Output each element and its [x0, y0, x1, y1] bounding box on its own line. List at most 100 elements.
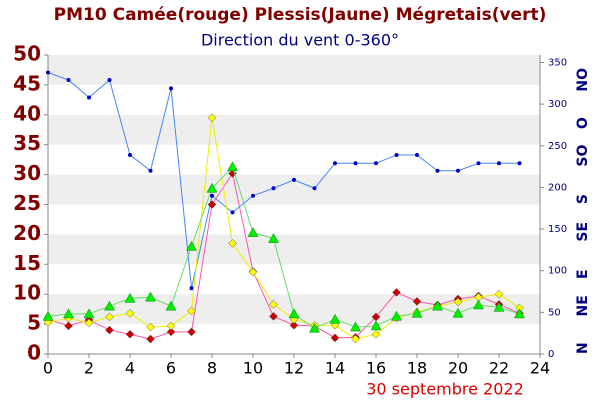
point [66, 77, 71, 82]
point [456, 168, 460, 173]
x-tick-label: 4 [125, 359, 135, 378]
point [309, 322, 320, 333]
point [452, 307, 464, 318]
y2-tick-label: 250 [548, 141, 567, 152]
point [148, 168, 153, 173]
point [186, 240, 197, 251]
point [169, 86, 173, 91]
y-tick-label: 50 [13, 42, 41, 66]
point [353, 161, 358, 166]
point [145, 291, 156, 302]
series-line [47, 72, 520, 289]
point [124, 292, 136, 303]
y-tick-label: 25 [13, 191, 41, 215]
point [227, 161, 238, 172]
point [87, 95, 91, 100]
point [271, 186, 276, 191]
point [435, 168, 440, 173]
point [269, 300, 278, 309]
point [288, 308, 300, 319]
y-tick-label: 15 [13, 251, 41, 275]
point [473, 299, 484, 310]
y-tick-label: 20 [13, 221, 41, 245]
point [128, 152, 132, 157]
direction-label: NE [575, 295, 591, 316]
band [48, 234, 540, 265]
point [206, 182, 218, 193]
point [247, 227, 259, 237]
point [453, 297, 463, 307]
direction-label: SO [575, 145, 591, 167]
y2-tick-label: 300 [548, 99, 567, 110]
x-tick-label: 20 [448, 359, 468, 378]
point [391, 310, 402, 321]
point [312, 186, 317, 191]
band [48, 114, 540, 145]
point [207, 113, 217, 123]
direction-label: S [575, 194, 591, 204]
point [370, 320, 382, 331]
point [329, 313, 341, 324]
point [104, 300, 115, 311]
x-tick-label: 22 [489, 359, 509, 378]
point [514, 308, 525, 319]
date-label: 30 septembre 2022 [366, 380, 524, 399]
point [415, 152, 419, 157]
point [289, 320, 299, 330]
chart-subtitle: Direction du vent 0-360° [201, 31, 399, 50]
point [374, 161, 378, 166]
y-tick-label: 35 [13, 131, 41, 155]
point [83, 308, 95, 319]
y-tick-label: 30 [13, 161, 41, 185]
x-tick-label: 2 [84, 359, 94, 378]
chart-title: PM10 Camée(rouge) Plessis(Jaune) Mégreta… [54, 5, 547, 25]
point [63, 308, 74, 319]
point [269, 311, 278, 321]
x-tick-label: 16 [366, 359, 386, 378]
point [394, 152, 399, 157]
x-tick-label: 14 [325, 359, 345, 378]
point [330, 333, 340, 343]
y2-tick-label: 50 [548, 307, 561, 318]
x-tick-label: 0 [43, 359, 53, 378]
band [48, 55, 540, 85]
point [248, 267, 258, 277]
y2-tick-label: 0 [548, 349, 554, 360]
direction-label: NO [575, 68, 591, 92]
point [84, 318, 94, 328]
point [125, 329, 135, 339]
y-tick-label: 5 [27, 311, 41, 335]
point [371, 329, 381, 339]
point [165, 300, 177, 311]
point [146, 334, 155, 344]
x-tick-label: 24 [530, 359, 550, 378]
point [412, 297, 422, 306]
direction-label: E [575, 269, 591, 279]
y2-tick-label: 150 [548, 224, 567, 235]
point [268, 233, 279, 243]
point [207, 200, 217, 209]
point [187, 327, 196, 337]
point [42, 310, 54, 321]
point [251, 193, 255, 198]
x-tick-label: 8 [207, 359, 217, 378]
x-tick-label: 12 [284, 359, 304, 378]
y-tick-label: 10 [13, 281, 41, 305]
point [166, 321, 176, 331]
point [292, 177, 296, 182]
point [210, 193, 214, 198]
point [189, 286, 194, 291]
y2-tick-label: 200 [548, 182, 567, 193]
x-tick-label: 18 [407, 359, 427, 378]
point [350, 321, 361, 332]
point [187, 306, 196, 316]
point [333, 161, 337, 166]
y-tick-label: 45 [13, 71, 41, 95]
direction-label: O [575, 117, 591, 129]
point [517, 161, 522, 166]
point [432, 300, 443, 311]
point [411, 307, 423, 318]
y2-tick-label: 350 [548, 57, 567, 68]
direction-label: SE [575, 222, 591, 242]
